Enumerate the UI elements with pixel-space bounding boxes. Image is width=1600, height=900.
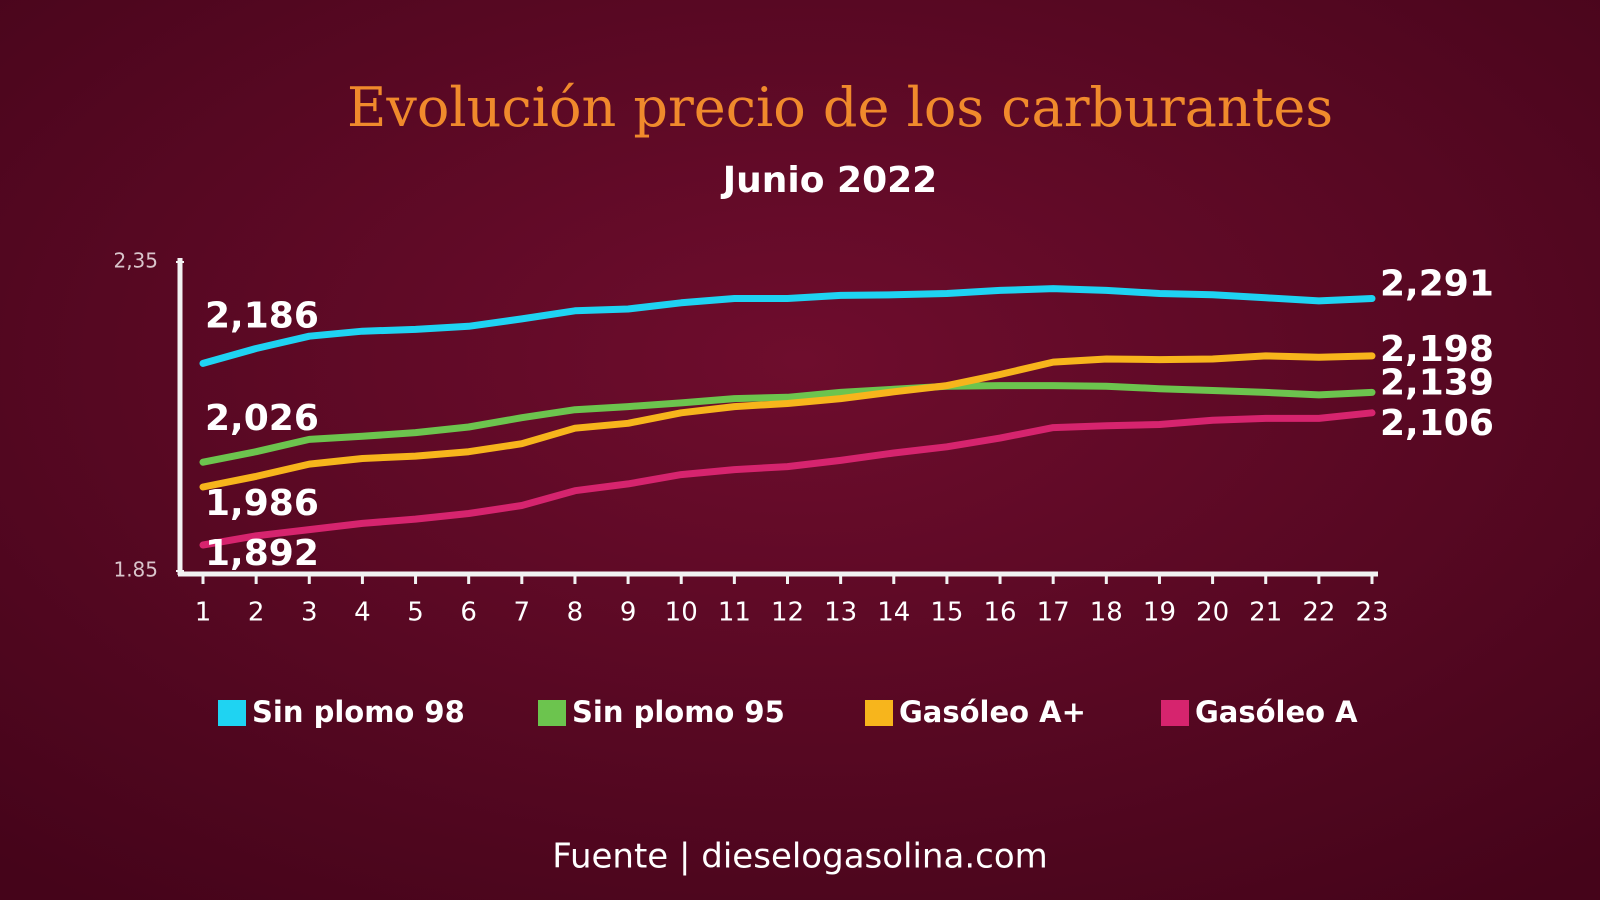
series-line (199, 382, 1376, 466)
chart-title: Evolución precio de los carburantes (347, 76, 1333, 139)
legend-label: Gasóleo A+ (899, 695, 1086, 729)
x-tick-label: 21 (1249, 598, 1282, 628)
x-tick-label: 23 (1355, 598, 1388, 628)
legend-label: Sin plomo 95 (572, 695, 785, 729)
y-tick-label: 2,35 (113, 249, 158, 273)
x-tick-label: 11 (718, 598, 751, 628)
series-line (199, 409, 1376, 549)
x-tick-label: 22 (1302, 598, 1335, 628)
x-tick-label: 7 (514, 598, 531, 628)
x-tick-label: 9 (620, 598, 637, 628)
value-label: 2,106 (1380, 403, 1494, 444)
x-tick-label: 14 (877, 598, 910, 628)
value-label: 2,198 (1380, 329, 1494, 370)
value-label: 2,139 (1380, 362, 1494, 403)
x-tick-label: 6 (460, 598, 477, 628)
value-label: 2,186 (205, 295, 319, 336)
x-tick-label: 5 (407, 598, 424, 628)
x-tick-label: 12 (771, 598, 804, 628)
x-tick-label: 16 (983, 598, 1016, 628)
value-label: 2,026 (205, 398, 319, 439)
series-line (199, 285, 1376, 367)
legend-label: Gasóleo A (1195, 695, 1358, 729)
chart-subtitle: Junio 2022 (720, 160, 937, 201)
x-tick-label: 18 (1090, 598, 1123, 628)
source: Fuente | dieselogasolina.com (552, 837, 1048, 877)
legend-swatch (218, 700, 246, 726)
legend-label: Sin plomo 98 (252, 695, 465, 729)
x-tick-label: 4 (354, 598, 371, 628)
y-tick-label: 1.85 (113, 558, 158, 582)
x-tick-label: 17 (1037, 598, 1070, 628)
x-tick-label: 1 (195, 598, 212, 628)
x-tick-label: 20 (1196, 598, 1229, 628)
x-tick-label: 19 (1143, 598, 1176, 628)
x-tick-label: 2 (248, 598, 265, 628)
x-tick-label: 8 (567, 598, 584, 628)
value-label: 1,986 (205, 483, 319, 524)
value-label: 1,892 (205, 533, 319, 574)
series-line (199, 352, 1376, 491)
x-tick-label: 10 (665, 598, 698, 628)
legend-swatch (1161, 700, 1189, 726)
x-tick-label: 3 (301, 598, 318, 628)
legend-swatch (865, 700, 893, 726)
x-tick-label: 13 (824, 598, 857, 628)
value-label: 2,291 (1380, 263, 1494, 304)
x-tick-label: 15 (930, 598, 963, 628)
legend-swatch (538, 700, 566, 726)
